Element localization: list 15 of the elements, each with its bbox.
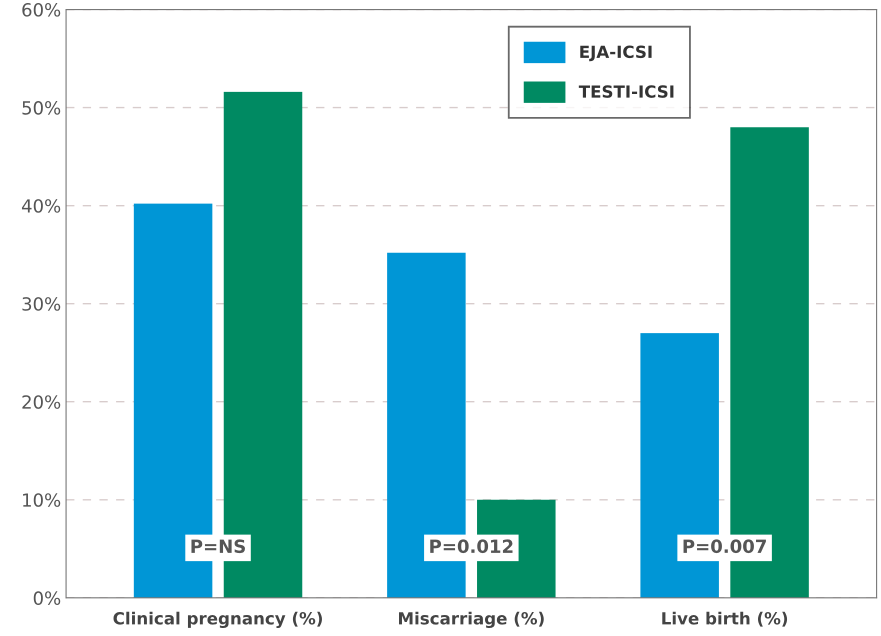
y-tick-label: 20% [22,395,60,409]
y-tick-label: 50% [22,101,60,115]
annotation: P=0.012 [430,539,512,554]
y-tick-label: 40% [22,199,60,213]
x-tick-label: Miscarriage (%) [399,612,544,628]
legend-label: TESTI-ICSI [578,85,674,98]
annotation: P=0.007 [684,539,766,554]
x-tick-label: Live birth (%) [662,612,788,627]
y-tick-label: 0% [34,591,60,605]
y-tick-label: 60% [22,3,60,17]
annotation: P=NS [191,539,245,554]
y-tick-label: 10% [23,493,60,507]
x-tick-label: Clinical pregnancy (%) [114,612,322,628]
y-tick-label: 30% [22,297,60,311]
legend-label: EJA-ICSI [580,45,652,62]
